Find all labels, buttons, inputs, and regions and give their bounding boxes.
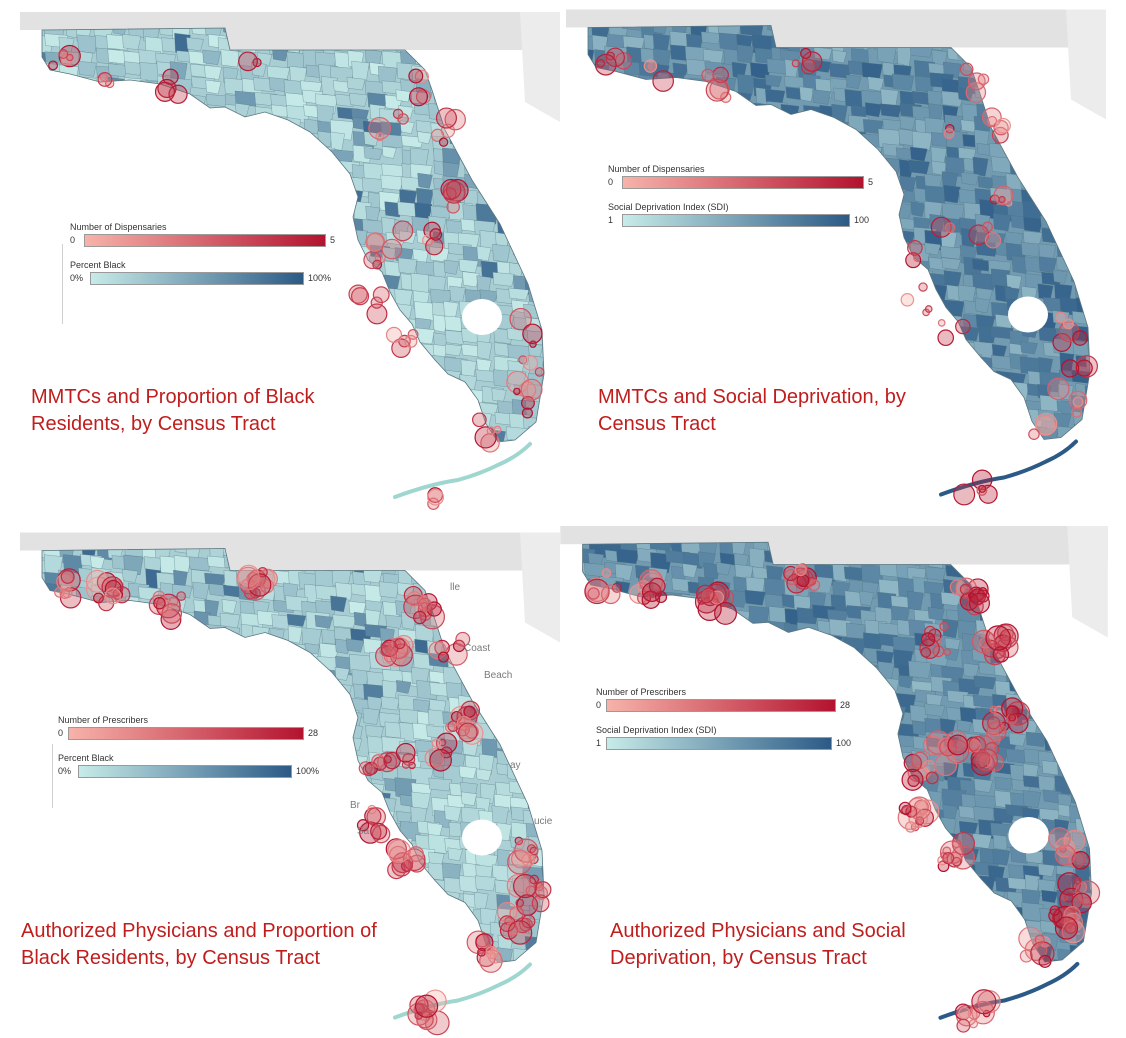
size-legend-min: 0 xyxy=(58,728,64,738)
caption-line: Deprivation, by Census Tract xyxy=(610,947,867,969)
size-legend-title: Number of Dispensaries xyxy=(70,222,167,232)
size-legend-title: Number of Prescribers xyxy=(596,687,687,697)
legend-divider xyxy=(62,244,63,324)
size-legend-ramp xyxy=(606,698,836,712)
color-legend-ramp xyxy=(90,271,304,285)
map-legend: Number of Prescribers 0 28 Social Depriv… xyxy=(596,687,852,750)
color-legend-ramp xyxy=(606,736,832,750)
size-legend-max: 5 xyxy=(868,177,874,187)
caption-line: Authorized Physicians and Proportion of xyxy=(21,920,377,942)
legend-divider xyxy=(52,744,53,808)
size-legend-title: Number of Dispensaries xyxy=(608,164,705,174)
color-legend-max: 100 xyxy=(854,215,870,225)
color-legend-title: Social Deprivation Index (SDI) xyxy=(608,202,729,212)
size-legend-min: 0 xyxy=(70,235,76,245)
color-legend-min: 0% xyxy=(58,766,72,776)
size-legend-max: 28 xyxy=(840,700,851,710)
florida-tract-map xyxy=(566,9,1106,506)
place-label: lle xyxy=(450,582,461,593)
map-panel-mmtc-percent-black: Number of Dispensaries 0 5 Percent Black… xyxy=(20,12,560,517)
color-legend-ramp xyxy=(622,213,850,227)
size-legend-max: 28 xyxy=(308,728,319,738)
map-caption: MMTCs and Proportion of Black Residents,… xyxy=(31,384,314,438)
size-legend-ramp xyxy=(622,175,864,189)
size-legend-ramp xyxy=(68,726,304,740)
place-label: Beach xyxy=(484,670,513,681)
caption-line: Black Residents, by Census Tract xyxy=(21,947,321,969)
map-caption: Authorized Physicians and Proportion of … xyxy=(21,918,377,972)
color-legend-title: Social Deprivation Index (SDI) xyxy=(596,725,717,735)
caption-line: MMTCs and Social Deprivation, by xyxy=(598,386,906,408)
color-legend-min: 1 xyxy=(608,215,614,225)
caption-line: Authorized Physicians and Social xyxy=(610,920,906,942)
florida-tract-map xyxy=(20,532,560,1036)
map-panel-physicians-sdi: Number of Prescribers 0 28 Social Depriv… xyxy=(560,526,1108,1038)
map-caption: MMTCs and Social Deprivation, by Census … xyxy=(598,384,906,438)
place-label: Sa xyxy=(357,826,370,837)
caption-line: Residents, by Census Tract xyxy=(31,413,276,435)
color-legend-max: 100% xyxy=(308,273,332,283)
map-panel-mmtc-sdi: Number of Dispensaries 0 5 Social Depriv… xyxy=(566,6,1106,518)
map-panel-physicians-percent-black: lle Coast Beach ay Br Sa ucie Number of … xyxy=(20,532,560,1038)
map-legend: Number of Prescribers 0 28 Percent Black… xyxy=(58,715,320,778)
place-label: ucie xyxy=(534,816,553,827)
size-legend-min: 0 xyxy=(608,177,614,187)
size-legend-ramp xyxy=(84,233,326,247)
map-legend: Number of Dispensaries 0 5 Social Depriv… xyxy=(608,164,874,227)
place-label: Br xyxy=(350,800,360,811)
caption-line: Census Tract xyxy=(598,413,716,435)
color-legend-title: Percent Black xyxy=(58,753,114,763)
size-legend-title: Number of Prescribers xyxy=(58,715,149,725)
color-legend-min: 1 xyxy=(596,738,602,748)
color-legend-min: 0% xyxy=(70,273,84,283)
size-legend-min: 0 xyxy=(596,700,602,710)
map-caption: Authorized Physicians and Social Depriva… xyxy=(610,918,906,972)
color-legend-max: 100 xyxy=(836,738,852,748)
place-label: Coast xyxy=(464,643,491,654)
size-legend-max: 5 xyxy=(330,235,336,245)
color-legend-ramp xyxy=(78,764,292,778)
color-legend-max: 100% xyxy=(296,766,320,776)
caption-line: MMTCs and Proportion of Black xyxy=(31,386,315,408)
color-legend-title: Percent Black xyxy=(70,260,126,270)
place-label: ay xyxy=(510,760,521,771)
map-legend: Number of Dispensaries 0 5 Percent Black… xyxy=(70,222,336,285)
